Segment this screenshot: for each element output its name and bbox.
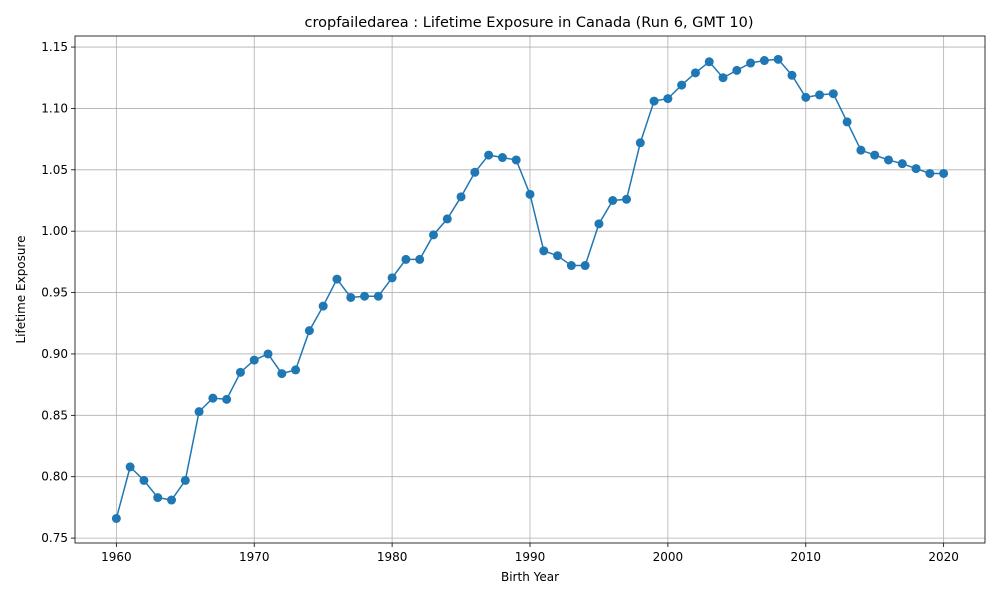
data-point	[815, 90, 825, 100]
data-point	[153, 493, 163, 503]
data-point	[856, 145, 866, 155]
data-point	[801, 92, 811, 102]
y-tick-label: 0.95	[41, 286, 68, 300]
data-point	[401, 254, 411, 264]
data-point	[553, 251, 563, 261]
data-point	[663, 94, 673, 104]
x-tick-label: 1960	[101, 550, 132, 564]
data-point	[525, 189, 535, 199]
data-point	[566, 261, 576, 271]
data-point	[594, 219, 604, 229]
data-point	[428, 230, 438, 240]
x-tick-label: 1970	[239, 550, 270, 564]
data-point	[608, 195, 618, 205]
data-point	[125, 462, 135, 472]
y-tick-label: 1.15	[41, 40, 68, 54]
data-point	[235, 367, 245, 377]
data-point	[718, 73, 728, 83]
y-tick-label: 1.05	[41, 163, 68, 177]
y-tick-label: 1.00	[41, 224, 68, 238]
data-point	[373, 291, 383, 301]
data-point	[111, 513, 121, 523]
y-tick-label: 0.80	[41, 470, 68, 484]
data-point	[167, 495, 177, 505]
data-point	[180, 475, 190, 485]
data-point	[759, 56, 769, 66]
data-point	[318, 301, 328, 311]
data-point	[194, 407, 204, 417]
data-point	[263, 349, 273, 359]
data-point	[911, 164, 921, 174]
series-markers	[111, 54, 949, 523]
data-point	[787, 70, 797, 80]
data-point	[649, 96, 659, 106]
data-point	[539, 246, 549, 256]
data-point	[511, 155, 521, 165]
x-axis: 1960 1970 1980 1990 2000 2010 2020	[101, 543, 959, 564]
data-point	[746, 58, 756, 68]
data-point	[828, 89, 838, 99]
data-point	[139, 475, 149, 485]
x-tick-label: 2000	[653, 550, 684, 564]
x-axis-label: Birth Year	[501, 570, 559, 584]
data-point	[442, 214, 452, 224]
data-point	[732, 65, 742, 75]
data-point	[690, 68, 700, 78]
data-point	[277, 369, 287, 379]
chart-title: cropfailedarea : Lifetime Exposure in Ca…	[305, 15, 754, 31]
y-axis: 0.75 0.80 0.85 0.90 0.95 1.00 1.05 1.10 1.15	[41, 40, 75, 545]
data-point	[870, 150, 880, 160]
data-point	[332, 274, 342, 284]
y-axis-label: Lifetime Exposure	[14, 235, 28, 343]
data-point	[622, 194, 632, 204]
data-point	[580, 261, 590, 271]
data-point	[415, 254, 425, 264]
data-point	[222, 394, 232, 404]
data-point	[208, 393, 218, 403]
data-point	[677, 80, 687, 90]
x-tick-label: 2010	[790, 550, 821, 564]
data-point	[939, 168, 949, 178]
data-point	[497, 153, 507, 163]
data-point	[456, 192, 466, 202]
data-point	[360, 291, 370, 301]
data-point	[249, 355, 259, 365]
y-tick-label: 0.90	[41, 347, 68, 361]
x-tick-label: 1980	[377, 550, 408, 564]
data-point	[291, 365, 301, 375]
x-tick-label: 1990	[515, 550, 546, 564]
y-tick-label: 1.10	[41, 101, 68, 115]
data-point	[773, 54, 783, 64]
data-point	[470, 167, 480, 177]
y-tick-label: 0.85	[41, 408, 68, 422]
data-point	[925, 168, 935, 178]
data-point	[635, 138, 645, 148]
plot-frame	[74, 35, 986, 544]
data-point	[304, 326, 314, 336]
data-point	[484, 150, 494, 160]
x-tick-label: 2020	[928, 550, 959, 564]
data-point	[883, 155, 893, 165]
data-point	[842, 117, 852, 127]
data-point	[387, 273, 397, 283]
data-point	[346, 292, 356, 302]
grid-lines	[75, 36, 985, 543]
data-point	[704, 57, 714, 67]
data-point	[897, 159, 907, 169]
y-tick-label: 0.75	[41, 531, 68, 545]
